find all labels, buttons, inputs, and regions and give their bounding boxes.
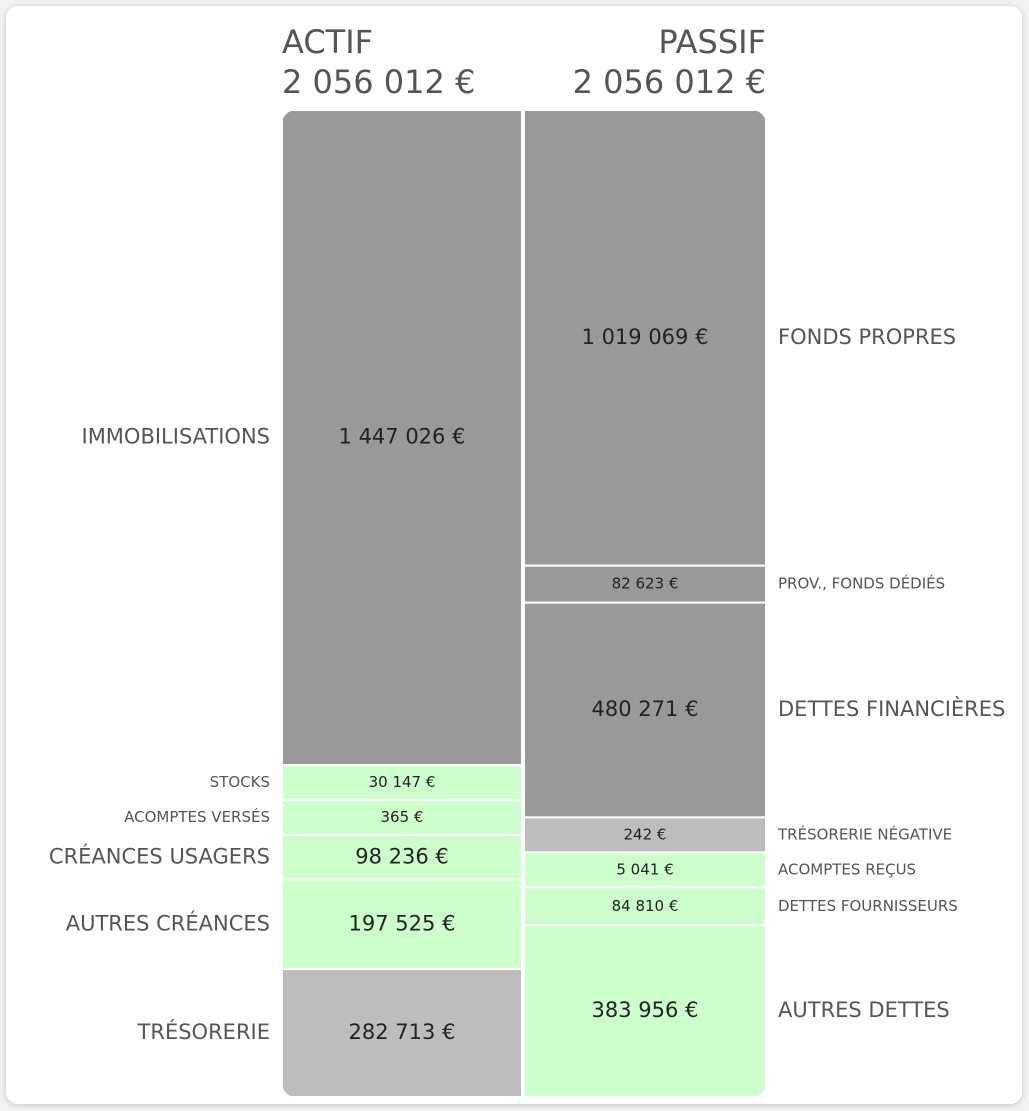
segment: [523, 564, 766, 604]
segment-label: TRÉSORERIE NÉGATIVE: [777, 824, 952, 843]
bars: [282, 110, 766, 1097]
segment: [282, 799, 523, 837]
segment-value: 30 147 €: [369, 773, 436, 791]
segment-value: 84 810 €: [612, 897, 679, 915]
segment: [282, 878, 523, 971]
segment-value: 1 019 069 €: [582, 325, 709, 349]
segment: [523, 110, 766, 567]
segment-label: STOCKS: [210, 773, 270, 791]
segment: [523, 886, 766, 927]
segment: [523, 816, 766, 854]
segment: [523, 924, 766, 1097]
segment-label: IMMOBILISATIONS: [82, 425, 271, 449]
segment-value: 365 €: [381, 808, 424, 826]
segment: [282, 764, 523, 802]
column-title: ACTIF: [282, 23, 373, 61]
segment-value: 197 525 €: [349, 911, 456, 935]
segment-label: TRÉSORERIE: [137, 1019, 270, 1044]
segment-value: 242 €: [624, 825, 667, 843]
segment-value: 383 956 €: [592, 998, 699, 1022]
segment-label: CRÉANCES USAGERS: [49, 843, 270, 868]
segment-label: AUTRES DETTES: [778, 998, 950, 1022]
segment-value: 282 713 €: [349, 1020, 456, 1044]
column-total: 2 056 012 €: [573, 63, 766, 101]
segment-label: ACOMPTES VERSÉS: [124, 807, 270, 826]
segment-label: DETTES FINANCIÈRES: [778, 696, 1005, 721]
segment-label: FONDS PROPRES: [778, 325, 956, 349]
segment: [282, 968, 523, 1097]
segment-label: PROV., FONDS DÉDIÉS: [778, 574, 945, 593]
segment-value: 480 271 €: [592, 697, 699, 721]
segment-value: 82 623 €: [612, 575, 679, 593]
column-total: 2 056 012 €: [282, 63, 475, 101]
segment: [282, 834, 523, 881]
segment-value: 1 447 026 €: [339, 425, 466, 449]
column-title: PASSIF: [658, 23, 766, 61]
segment-label: DETTES FOURNISSEURS: [778, 897, 958, 915]
segment-label: ACOMPTES REÇUS: [778, 860, 916, 878]
segment-label: AUTRES CRÉANCES: [66, 910, 270, 935]
segment-value: 5 041 €: [616, 860, 673, 878]
segment-value: 98 236 €: [355, 844, 449, 868]
